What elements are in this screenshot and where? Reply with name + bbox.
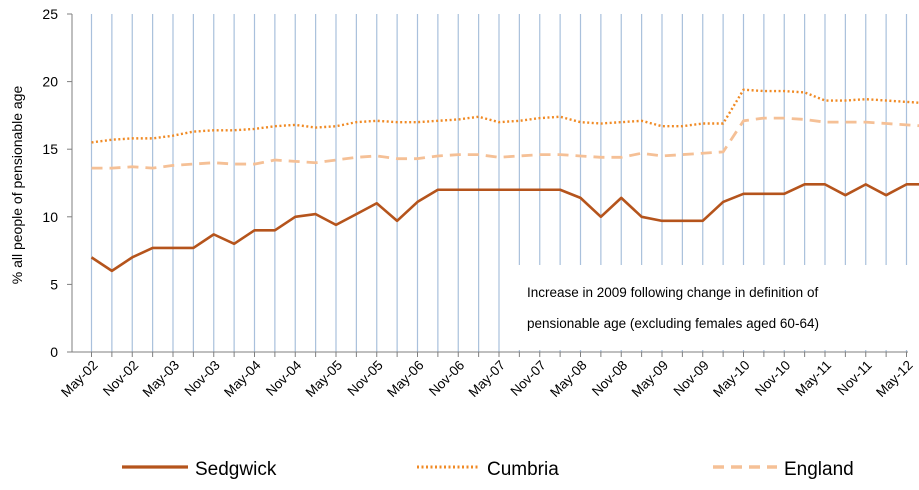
legend-label-sedgwick: Sedgwick bbox=[195, 459, 277, 480]
annotation-line-2: pensionable age (excluding females aged … bbox=[527, 316, 819, 331]
series-line-sedgwick bbox=[92, 184, 919, 271]
x-tick-label: May-06 bbox=[384, 358, 426, 400]
x-tick-label: May-11 bbox=[792, 358, 834, 400]
series-lines bbox=[92, 90, 919, 271]
annotation-line-1: Increase in 2009 following change in def… bbox=[527, 285, 818, 300]
legend: Sedgwick Cumbria England bbox=[122, 459, 854, 480]
legend-label-cumbria: Cumbria bbox=[487, 459, 559, 480]
x-tick-label: Nov-02 bbox=[100, 358, 141, 399]
x-tick-label: May-07 bbox=[466, 358, 508, 400]
y-tick-label: 0 bbox=[50, 344, 58, 360]
y-tick-label: 5 bbox=[50, 276, 58, 292]
x-tick-label: Nov-07 bbox=[507, 358, 548, 399]
legend-label-england: England bbox=[784, 459, 854, 480]
y-tick-label: 20 bbox=[42, 74, 58, 90]
annotation-background bbox=[511, 265, 911, 350]
x-tick-label: May-09 bbox=[629, 358, 671, 400]
x-tick-label: Nov-04 bbox=[263, 357, 305, 399]
y-axis-title: % all people of pensionable age bbox=[9, 86, 25, 285]
y-tick-label: 10 bbox=[42, 209, 58, 225]
x-tick-label: Nov-08 bbox=[589, 358, 630, 399]
x-tick-label: May-03 bbox=[140, 358, 182, 400]
x-tick-label: Nov-03 bbox=[181, 358, 222, 399]
x-tick-label: May-02 bbox=[58, 358, 100, 400]
x-tick-label: May-12 bbox=[873, 358, 915, 400]
x-tick-label: Nov-11 bbox=[834, 358, 875, 399]
y-tick-label: 25 bbox=[42, 6, 58, 22]
x-tick-label: May-04 bbox=[221, 357, 264, 400]
series-line-cumbria bbox=[92, 90, 919, 143]
x-tick-label: Nov-10 bbox=[752, 358, 793, 399]
x-tick-label: Nov-09 bbox=[670, 358, 711, 399]
series-line-england bbox=[92, 118, 919, 168]
x-tick-label: May-05 bbox=[303, 358, 345, 400]
x-tick-label: Nov-05 bbox=[344, 358, 385, 399]
x-tick-label: May-08 bbox=[547, 358, 589, 400]
y-tick-label: 15 bbox=[42, 141, 58, 157]
x-tick-label: May-10 bbox=[710, 358, 752, 400]
x-tick-label: Nov-06 bbox=[426, 358, 467, 399]
